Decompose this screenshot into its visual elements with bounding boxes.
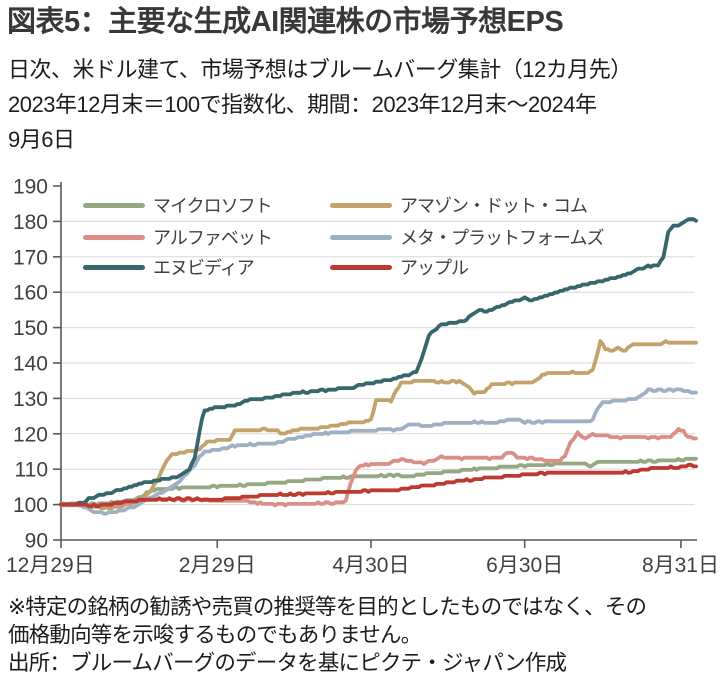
subtitle-line-2: 2023年12月末＝100で指数化、期間：2023年12月末～2024年 [8, 92, 597, 117]
footnote-line-1: ※特定の銘柄の勧誘や売買の推奨等を目的としたものではなく、その [8, 595, 647, 619]
y-tick-label-140: 140 [13, 353, 48, 376]
y-tick-label-90: 90 [25, 530, 48, 553]
legend-label-alphabet: アルファベット [153, 228, 273, 248]
legend-swatch-nvidia [83, 264, 145, 270]
footnote-line-2: 価格動向等を示唆するものでもありません。 [8, 623, 422, 647]
y-tick-label-100: 100 [13, 494, 48, 517]
series-line-apple [59, 462, 698, 509]
y-tick-label-190: 190 [13, 176, 48, 199]
subtitle-line-3: 9月6日 [8, 127, 75, 152]
legend-swatch-meta [330, 234, 392, 240]
legend-label-amazon: アマゾン・ドット・コム [400, 196, 588, 216]
chart-subtitle: 日次、米ドル建て、市場予想はブルームバーグ集計（12カ月先） 2023年12月末＝… [8, 52, 716, 157]
y-tick-label-150: 150 [13, 317, 48, 340]
legend-item-nvidia: エヌビディア [83, 256, 255, 278]
legend-item-meta: メタ・プラットフォームズ [330, 226, 604, 248]
footnote-line-3: 出所：ブルームバーグのデータを基にピクテ・ジャパン作成 [8, 651, 567, 675]
legend-swatch-microsoft [83, 202, 145, 208]
y-tick-label-110: 110 [15, 459, 48, 482]
footnote: ※特定の銘柄の勧誘や売買の推奨等を目的としたものではなく、その 価格動向等を示唆す… [8, 593, 718, 677]
y-tick-label-130: 130 [13, 388, 48, 411]
legend-item-microsoft: マイクロソフト [83, 194, 273, 216]
legend-item-amazon: アマゾン・ドット・コム [330, 194, 588, 216]
legend-swatch-alphabet [83, 234, 145, 240]
series-line-amazon [59, 339, 698, 511]
legend-item-alphabet: アルファベット [83, 226, 273, 248]
legend-swatch-apple [330, 264, 392, 270]
x-tick-label-1: 2月29日 [179, 554, 256, 577]
chart-title: 図表5：主要な生成AI関連株の市場予想EPS [7, 6, 564, 38]
x-tick-label-4: 8月31日 [642, 554, 719, 577]
legend-label-apple: アップル [400, 258, 469, 278]
legend-swatch-amazon [330, 202, 392, 208]
series-line-microsoft [59, 456, 698, 507]
legend-label-microsoft: マイクロソフト [153, 196, 273, 216]
series-line-alphabet [59, 427, 698, 508]
y-tick-label-170: 170 [13, 246, 48, 269]
legend-item-apple: アップル [330, 256, 469, 278]
x-tick-label-3: 6月30日 [486, 554, 563, 577]
legend-label-nvidia: エヌビディア [153, 258, 255, 278]
legend-label-meta: メタ・プラットフォームズ [400, 228, 604, 248]
subtitle-line-1: 日次、米ドル建て、市場予想はブルームバーグ集計（12カ月先） [8, 57, 632, 82]
y-tick-label-160: 160 [13, 282, 48, 305]
y-tick-label-180: 180 [13, 211, 48, 234]
x-tick-label-0: 12月29日 [6, 554, 95, 577]
series-line-meta [59, 387, 698, 516]
y-tick-label-120: 120 [13, 423, 48, 446]
x-tick-label-2: 4月30日 [332, 554, 409, 577]
